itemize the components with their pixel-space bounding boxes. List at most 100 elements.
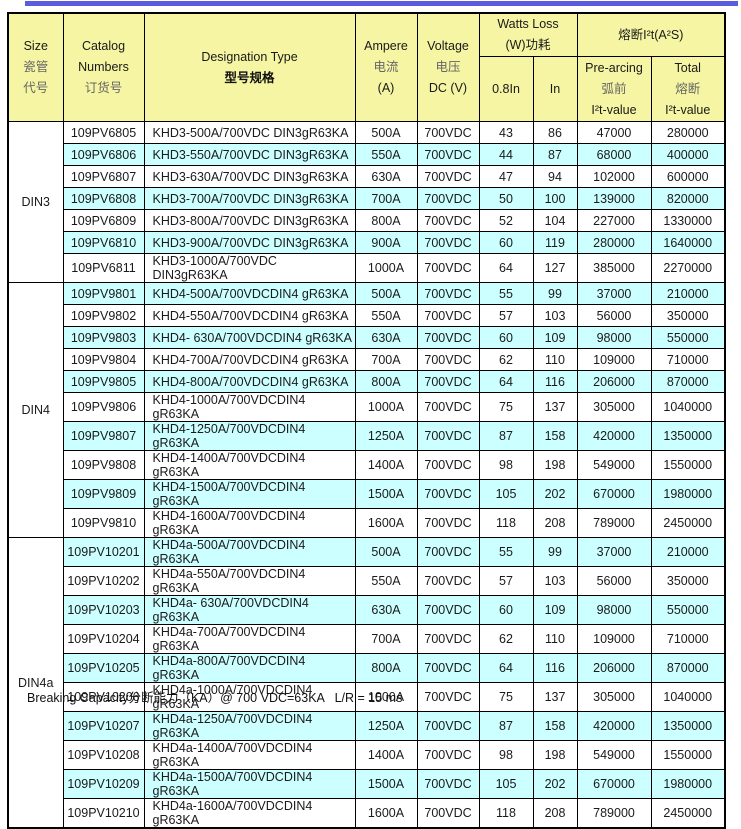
- cell-watts-loss-in: 109: [532, 595, 578, 625]
- cell-watts-loss-08in: 105: [478, 769, 534, 799]
- cell-ampere: 700A: [354, 624, 418, 654]
- table-row: 109PV6807 KHD3-630A/700VDC DIN3gR63KA 630A…: [8, 165, 726, 188]
- header-row-top: Size 瓷管 代号 Catalog Numbers 订货号 Designati…: [7, 12, 726, 122]
- cell-prearcing-i2t: 206000: [576, 653, 652, 683]
- cell-watts-loss-in: 137: [532, 392, 578, 422]
- table-row: 109PV9804 KHD4-700A/700VDCDIN4 gR63KA 700A…: [8, 348, 726, 371]
- prearcing-label-en: Pre-arcing: [585, 60, 643, 75]
- cell-designation-type: KHD4-1400A/700VDCDIN4 gR63KA: [143, 450, 356, 480]
- cell-total-i2t: 2450000: [650, 798, 726, 829]
- melting-i2t-title: 熔断I²t(A²S): [618, 27, 684, 42]
- cell-watts-loss-08in: 87: [478, 711, 534, 741]
- col-header-watts-08in: 0.8In: [478, 56, 534, 122]
- cell-watts-loss-08in: 62: [478, 624, 534, 654]
- catalog-label-en2: Numbers: [78, 60, 129, 74]
- cell-designation-type: KHD4-1600A/700VDCDIN4 gR63KA: [143, 508, 356, 538]
- cell-catalog-number: 109PV6811: [62, 253, 145, 283]
- cell-voltage: 700VDC: [416, 421, 480, 451]
- cell-total-i2t: 870000: [650, 653, 726, 683]
- cell-watts-loss-08in: 44: [478, 143, 534, 166]
- cell-watts-loss-08in: 60: [478, 595, 534, 625]
- cell-prearcing-i2t: 670000: [576, 479, 652, 509]
- cell-ampere: 1600A: [354, 798, 418, 829]
- cell-voltage: 700VDC: [416, 165, 480, 188]
- cell-designation-type: KHD4-550A/700VDCDIN4 gR63KA: [143, 304, 356, 327]
- cell-prearcing-i2t: 102000: [576, 165, 652, 188]
- cell-prearcing-i2t: 56000: [576, 304, 652, 327]
- cell-designation-type: KHD3-700A/700VDC DIN3gR63KA: [143, 187, 356, 210]
- cell-catalog-number: 109PV9808: [62, 450, 145, 480]
- cell-watts-loss-08in: 118: [478, 508, 534, 538]
- cell-watts-loss-in: 104: [532, 209, 578, 232]
- cell-designation-type: KHD3-800A/700VDC DIN3gR63KA: [143, 209, 356, 232]
- cell-total-i2t: 710000: [650, 624, 726, 654]
- cell-total-i2t: 350000: [650, 304, 726, 327]
- cell-ampere: 550A: [354, 143, 418, 166]
- cell-total-i2t: 1550000: [650, 740, 726, 770]
- voltage-label-zh: 电压: [435, 60, 461, 74]
- cell-designation-type: KHD4a-700A/700VDCDIN4 gR63KA: [143, 624, 356, 654]
- table-row: 109PV10209 KHD4a-1500A/700VDCDIN4 gR63KA 1…: [8, 769, 726, 799]
- table-row: 109PV10210 KHD4a-1600A/700VDCDIN4 gR63KA 1…: [8, 798, 726, 829]
- ampere-label-en: Ampere: [364, 39, 408, 53]
- header-row-sub: 0.8In In Pre-arcing 弧前 I²t-value Total 熔…: [8, 56, 726, 122]
- cell-catalog-number: 109PV6808: [62, 187, 145, 210]
- cell-total-i2t: 2270000: [650, 253, 726, 283]
- cell-watts-loss-in: 116: [532, 653, 578, 683]
- table-row: 109PV6809 KHD3-800A/700VDC DIN3gR63KA 800A…: [8, 209, 726, 232]
- cell-total-i2t: 1550000: [650, 450, 726, 480]
- cell-catalog-number: 109PV10209: [62, 769, 145, 799]
- catalog-label-zh: 订货号: [84, 81, 123, 95]
- cell-catalog-number: 109PV9806: [62, 392, 145, 422]
- cell-voltage: 700VDC: [416, 711, 480, 741]
- cell-total-i2t: 1040000: [650, 682, 726, 712]
- cell-ampere: 800A: [354, 653, 418, 683]
- cell-voltage: 700VDC: [416, 326, 480, 349]
- cell-watts-loss-in: 208: [532, 798, 578, 829]
- breaking-capacity-note: Breaking Capacity分断能力（KA）@ 700 VDC=63KA …: [27, 691, 403, 705]
- cell-ampere: 630A: [354, 326, 418, 349]
- cell-watts-loss-in: 103: [532, 566, 578, 596]
- fuse-spec-table: Size 瓷管 代号 Catalog Numbers 订货号 Designati…: [7, 12, 726, 829]
- cell-watts-loss-08in: 47: [478, 165, 534, 188]
- watts-in-label: In: [549, 81, 561, 96]
- size-group-cell: DIN3: [7, 121, 64, 283]
- table-body: DIN3 109PV6805 KHD3-500A/700VDC DIN3gR63KA…: [7, 121, 726, 829]
- cell-ampere: 500A: [354, 537, 418, 567]
- cell-voltage: 700VDC: [416, 595, 480, 625]
- cell-watts-loss-08in: 50: [478, 187, 534, 210]
- cell-voltage: 700VDC: [416, 392, 480, 422]
- cell-voltage: 700VDC: [416, 450, 480, 480]
- cell-ampere: 1250A: [354, 711, 418, 741]
- cell-designation-type: KHD4-800A/700VDCDIN4 gR63KA: [143, 370, 356, 393]
- cell-prearcing-i2t: 47000: [576, 121, 652, 144]
- cell-ampere: 700A: [354, 187, 418, 210]
- cell-prearcing-i2t: 98000: [576, 595, 652, 625]
- table-row: 109PV9808 KHD4-1400A/700VDCDIN4 gR63KA 140…: [8, 450, 726, 480]
- cell-ampere: 1400A: [354, 740, 418, 770]
- cell-total-i2t: 1330000: [650, 209, 726, 232]
- voltage-label-en: Voltage: [427, 39, 469, 53]
- cell-watts-loss-08in: 87: [478, 421, 534, 451]
- cell-ampere: 630A: [354, 165, 418, 188]
- cell-watts-loss-in: 94: [532, 165, 578, 188]
- cell-watts-loss-in: 158: [532, 421, 578, 451]
- table-row: 109PV10204 KHD4a-700A/700VDCDIN4 gR63KA 70…: [8, 624, 726, 654]
- cell-ampere: 900A: [354, 231, 418, 254]
- cell-prearcing-i2t: 37000: [576, 282, 652, 305]
- col-header-melting-i2t: 熔断I²t(A²S): [576, 12, 726, 57]
- cell-watts-loss-in: 110: [532, 624, 578, 654]
- cell-prearcing-i2t: 206000: [576, 370, 652, 393]
- table-row: 109PV9807 KHD4-1250A/700VDCDIN4 gR63KA 125…: [8, 421, 726, 451]
- table-row: 109PV10203 KHD4a- 630A/700VDCDIN4 gR63KA 6…: [8, 595, 726, 625]
- cell-voltage: 700VDC: [416, 508, 480, 538]
- cell-catalog-number: 109PV9810: [62, 508, 145, 538]
- cell-watts-loss-in: 116: [532, 370, 578, 393]
- cell-watts-loss-08in: 55: [478, 282, 534, 305]
- cell-ampere: 700A: [354, 348, 418, 371]
- cell-prearcing-i2t: 420000: [576, 421, 652, 451]
- cell-designation-type: KHD3-1000A/700VDC DIN3gR63KA: [143, 253, 356, 283]
- cell-prearcing-i2t: 305000: [576, 682, 652, 712]
- cell-catalog-number: 109PV9801: [62, 282, 145, 305]
- table-row: DIN3 109PV6805 KHD3-500A/700VDC DIN3gR63KA…: [7, 121, 726, 283]
